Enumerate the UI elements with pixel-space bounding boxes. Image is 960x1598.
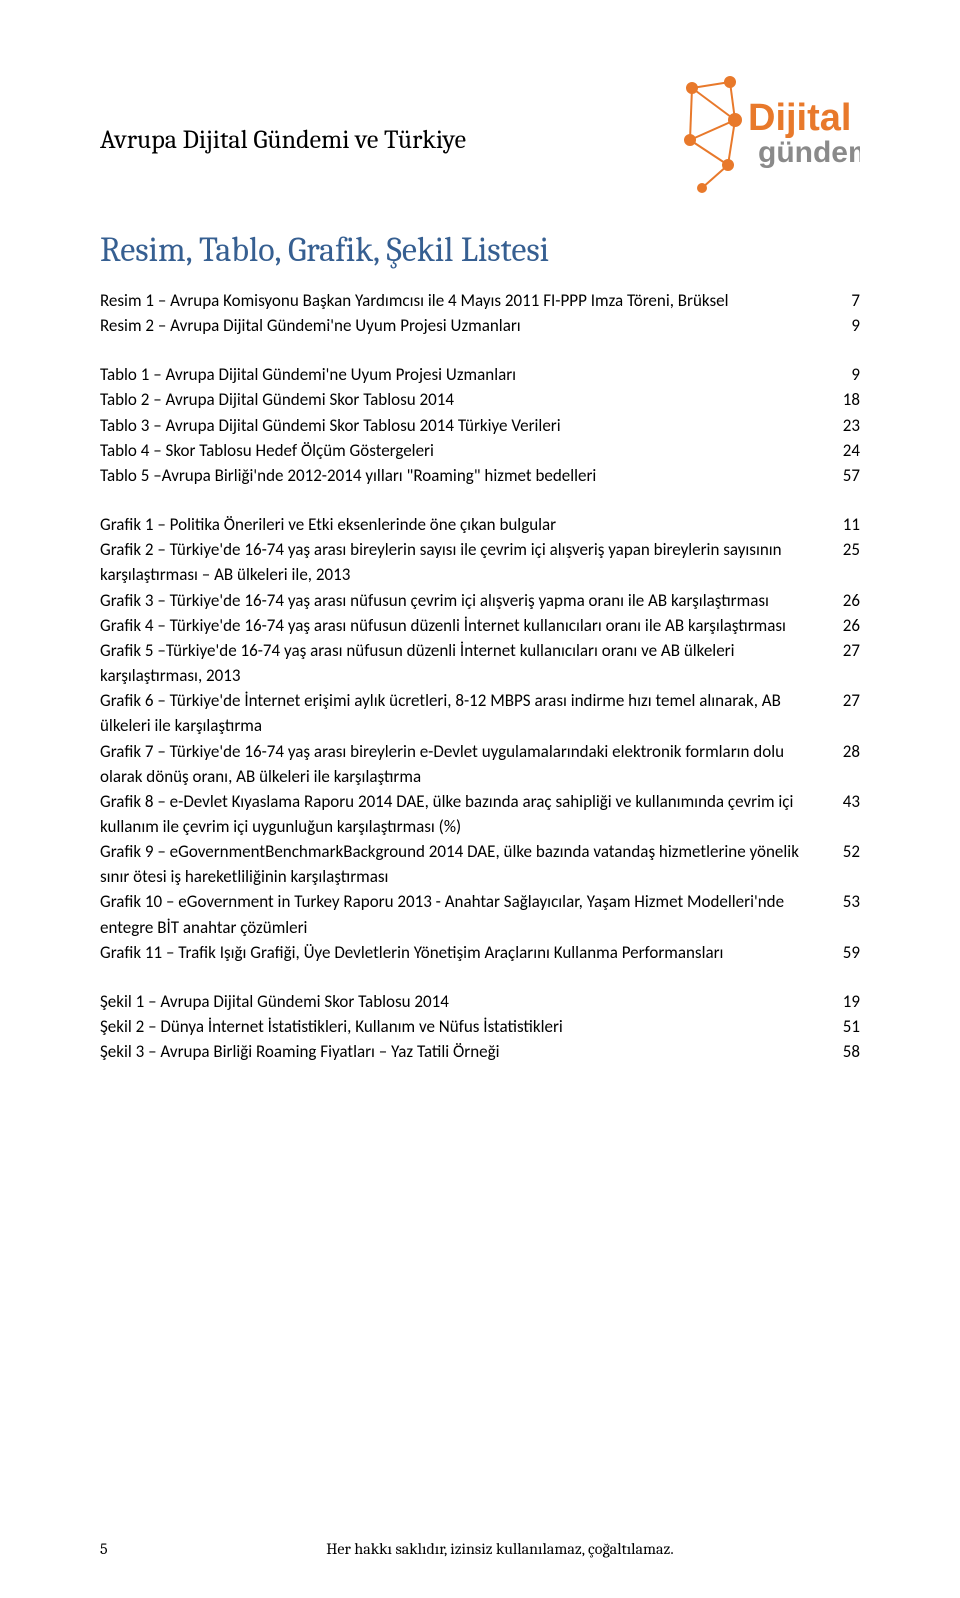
toc-entry-page: 53 [830, 889, 860, 939]
toc-entry-page: 27 [830, 638, 860, 688]
toc-entry-text: Şekil 3 – Avrupa Birliği Roaming Fiyatla… [100, 1039, 830, 1064]
toc-entry-text: Grafik 3 – Türkiye'de 16-74 yaş arası nü… [100, 588, 830, 613]
toc-entry-text: Grafik 4 – Türkiye'de 16-74 yaş arası nü… [100, 613, 830, 638]
logo-word-bottom: gündem [758, 136, 860, 169]
logo: Dijital gündem [680, 70, 860, 200]
toc-entry-text: Tablo 4 – Skor Tablosu Hedef Ölçüm Göste… [100, 438, 830, 463]
toc-entry: Tablo 3 – Avrupa Dijital Gündemi Skor Ta… [100, 413, 860, 438]
toc-entry-page: 57 [830, 463, 860, 488]
toc-entry-text: Grafik 7 – Türkiye'de 16-74 yaş arası bi… [100, 739, 830, 789]
header: Avrupa Dijital Gündemi ve Türkiye [100, 70, 860, 200]
toc-entry-page: 26 [830, 613, 860, 638]
toc-entry: Resim 2 – Avrupa Dijital Gündemi'ne Uyum… [100, 313, 860, 338]
toc-entry-text: Resim 1 – Avrupa Komisyonu Başkan Yardım… [100, 288, 830, 313]
toc-entry: Grafik 2 – Türkiye'de 16-74 yaş arası bi… [100, 537, 860, 587]
toc-entry: Grafik 1 – Politika Önerileri ve Etki ek… [100, 512, 860, 537]
toc-entry: Grafik 5 –Türkiye'de 16-74 yaş arası nüf… [100, 638, 860, 688]
toc-entry-text: Tablo 3 – Avrupa Dijital Gündemi Skor Ta… [100, 413, 830, 438]
toc-entry: Tablo 2 – Avrupa Dijital Gündemi Skor Ta… [100, 387, 860, 412]
toc-entry-text: Tablo 5 –Avrupa Birliği'nde 2012-2014 yı… [100, 463, 830, 488]
group-gap [100, 965, 860, 989]
toc-entry-text: Grafik 1 – Politika Önerileri ve Etki ek… [100, 512, 830, 537]
toc-entry-text: Grafik 5 –Türkiye'de 16-74 yaş arası nüf… [100, 638, 830, 688]
toc-entry-text: Grafik 6 – Türkiye'de İnternet erişimi a… [100, 688, 830, 738]
toc-entry: Şekil 3 – Avrupa Birliği Roaming Fiyatla… [100, 1039, 860, 1064]
toc-entry-page: 19 [830, 989, 860, 1014]
section-title: Resim, Tablo, Grafik, Şekil Listesi [100, 230, 860, 270]
toc-entry: Grafik 11 – Trafik Işığı Grafiği, Üye De… [100, 940, 860, 965]
toc-entry: Grafik 4 – Türkiye'de 16-74 yaş arası nü… [100, 613, 860, 638]
toc-entry: Tablo 4 – Skor Tablosu Hedef Ölçüm Göste… [100, 438, 860, 463]
toc-entry-text: Grafik 10 – eGovernment in Turkey Raporu… [100, 889, 830, 939]
toc-entry: Grafik 10 – eGovernment in Turkey Raporu… [100, 889, 860, 939]
document-title: Avrupa Dijital Gündemi ve Türkiye [100, 70, 466, 155]
toc-entry-text: Tablo 1 – Avrupa Dijital Gündemi'ne Uyum… [100, 362, 830, 387]
toc-entry-page: 7 [830, 288, 860, 313]
toc-entry: Grafik 7 – Türkiye'de 16-74 yaş arası bi… [100, 739, 860, 789]
toc-entry-text: Şekil 1 – Avrupa Dijital Gündemi Skor Ta… [100, 989, 830, 1014]
toc-entry-page: 28 [830, 739, 860, 789]
toc-entry: Grafik 8 – e-Devlet Kıyaslama Raporu 201… [100, 789, 860, 839]
toc-entry-page: 11 [830, 512, 860, 537]
toc-entry: Grafik 3 – Türkiye'de 16-74 yaş arası nü… [100, 588, 860, 613]
table-of-contents: Resim 1 – Avrupa Komisyonu Başkan Yardım… [100, 288, 860, 1064]
toc-entry: Şekil 1 – Avrupa Dijital Gündemi Skor Ta… [100, 989, 860, 1014]
footer: 5 Her hakkı saklıdır, izinsiz kullanılam… [100, 1540, 860, 1558]
footer-text: Her hakkı saklıdır, izinsiz kullanılamaz… [140, 1540, 860, 1558]
toc-entry-page: 25 [830, 537, 860, 587]
toc-entry-text: Grafik 9 – eGovernmentBenchmarkBackgroun… [100, 839, 830, 889]
toc-entry: Grafik 6 – Türkiye'de İnternet erişimi a… [100, 688, 860, 738]
logo-word-top: Dijital [748, 97, 851, 139]
toc-entry-page: 43 [830, 789, 860, 839]
toc-entry-page: 9 [830, 313, 860, 338]
page: Avrupa Dijital Gündemi ve Türkiye [0, 0, 960, 1598]
toc-entry-page: 23 [830, 413, 860, 438]
toc-entry-page: 52 [830, 839, 860, 889]
toc-entry-page: 59 [830, 940, 860, 965]
toc-entry-page: 9 [830, 362, 860, 387]
toc-entry-text: Grafik 8 – e-Devlet Kıyaslama Raporu 201… [100, 789, 830, 839]
footer-page-number: 5 [100, 1540, 140, 1558]
toc-entry-text: Şekil 2 – Dünya İnternet İstatistikleri,… [100, 1014, 830, 1039]
toc-entry-page: 18 [830, 387, 860, 412]
group-gap [100, 488, 860, 512]
toc-entry-text: Grafik 2 – Türkiye'de 16-74 yaş arası bi… [100, 537, 830, 587]
toc-entry: Tablo 5 –Avrupa Birliği'nde 2012-2014 yı… [100, 463, 860, 488]
toc-entry-text: Resim 2 – Avrupa Dijital Gündemi'ne Uyum… [100, 313, 830, 338]
toc-entry-text: Grafik 11 – Trafik Işığı Grafiği, Üye De… [100, 940, 830, 965]
group-gap [100, 338, 860, 362]
toc-entry: Grafik 9 – eGovernmentBenchmarkBackgroun… [100, 839, 860, 889]
toc-entry-page: 51 [830, 1014, 860, 1039]
toc-entry: Tablo 1 – Avrupa Dijital Gündemi'ne Uyum… [100, 362, 860, 387]
toc-entry-page: 24 [830, 438, 860, 463]
toc-entry-page: 58 [830, 1039, 860, 1064]
toc-entry: Şekil 2 – Dünya İnternet İstatistikleri,… [100, 1014, 860, 1039]
toc-entry-text: Tablo 2 – Avrupa Dijital Gündemi Skor Ta… [100, 387, 830, 412]
toc-entry-page: 26 [830, 588, 860, 613]
toc-entry-page: 27 [830, 688, 860, 738]
toc-entry: Resim 1 – Avrupa Komisyonu Başkan Yardım… [100, 288, 860, 313]
